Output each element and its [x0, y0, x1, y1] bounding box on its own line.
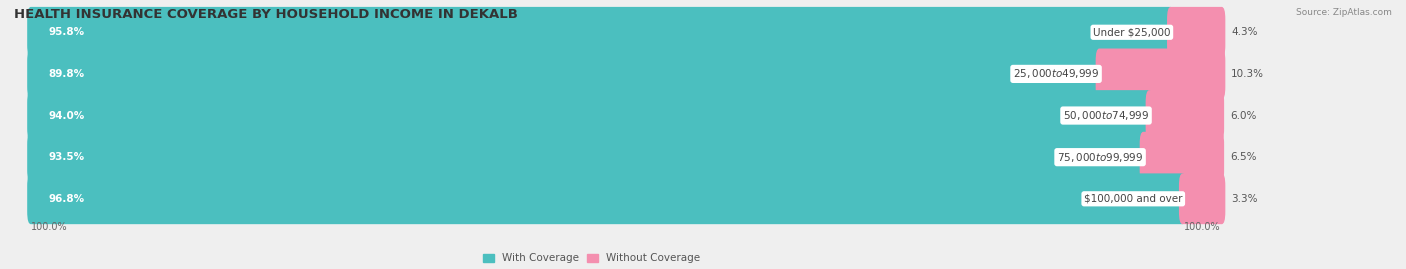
Text: 100.0%: 100.0% [1184, 222, 1220, 232]
Text: 3.3%: 3.3% [1232, 194, 1258, 204]
Text: 96.8%: 96.8% [49, 194, 84, 204]
Text: 95.8%: 95.8% [49, 27, 84, 37]
FancyBboxPatch shape [27, 48, 1102, 99]
Text: 4.3%: 4.3% [1232, 27, 1258, 37]
Text: Under $25,000: Under $25,000 [1092, 27, 1171, 37]
Text: HEALTH INSURANCE COVERAGE BY HOUSEHOLD INCOME IN DEKALB: HEALTH INSURANCE COVERAGE BY HOUSEHOLD I… [14, 8, 517, 21]
FancyBboxPatch shape [27, 174, 1187, 224]
Text: 94.0%: 94.0% [49, 111, 84, 121]
FancyBboxPatch shape [1180, 174, 1226, 224]
FancyBboxPatch shape [1140, 132, 1225, 183]
Text: 93.5%: 93.5% [49, 152, 84, 162]
FancyBboxPatch shape [1167, 7, 1226, 58]
Legend: With Coverage, Without Coverage: With Coverage, Without Coverage [484, 253, 700, 263]
Text: 6.0%: 6.0% [1230, 111, 1257, 121]
FancyBboxPatch shape [27, 132, 1147, 183]
FancyBboxPatch shape [27, 90, 1225, 141]
Text: $100,000 and over: $100,000 and over [1084, 194, 1182, 204]
FancyBboxPatch shape [27, 48, 1225, 99]
FancyBboxPatch shape [27, 7, 1174, 58]
FancyBboxPatch shape [27, 7, 1225, 58]
Text: 89.8%: 89.8% [49, 69, 84, 79]
Text: Source: ZipAtlas.com: Source: ZipAtlas.com [1296, 8, 1392, 17]
FancyBboxPatch shape [27, 174, 1225, 224]
Text: $25,000 to $49,999: $25,000 to $49,999 [1012, 68, 1099, 80]
Text: $75,000 to $99,999: $75,000 to $99,999 [1057, 151, 1143, 164]
FancyBboxPatch shape [1146, 90, 1225, 141]
Text: 10.3%: 10.3% [1232, 69, 1264, 79]
FancyBboxPatch shape [27, 132, 1225, 183]
Text: 6.5%: 6.5% [1230, 152, 1257, 162]
FancyBboxPatch shape [27, 90, 1153, 141]
FancyBboxPatch shape [1095, 48, 1226, 99]
Text: 100.0%: 100.0% [31, 222, 67, 232]
Text: $50,000 to $74,999: $50,000 to $74,999 [1063, 109, 1149, 122]
